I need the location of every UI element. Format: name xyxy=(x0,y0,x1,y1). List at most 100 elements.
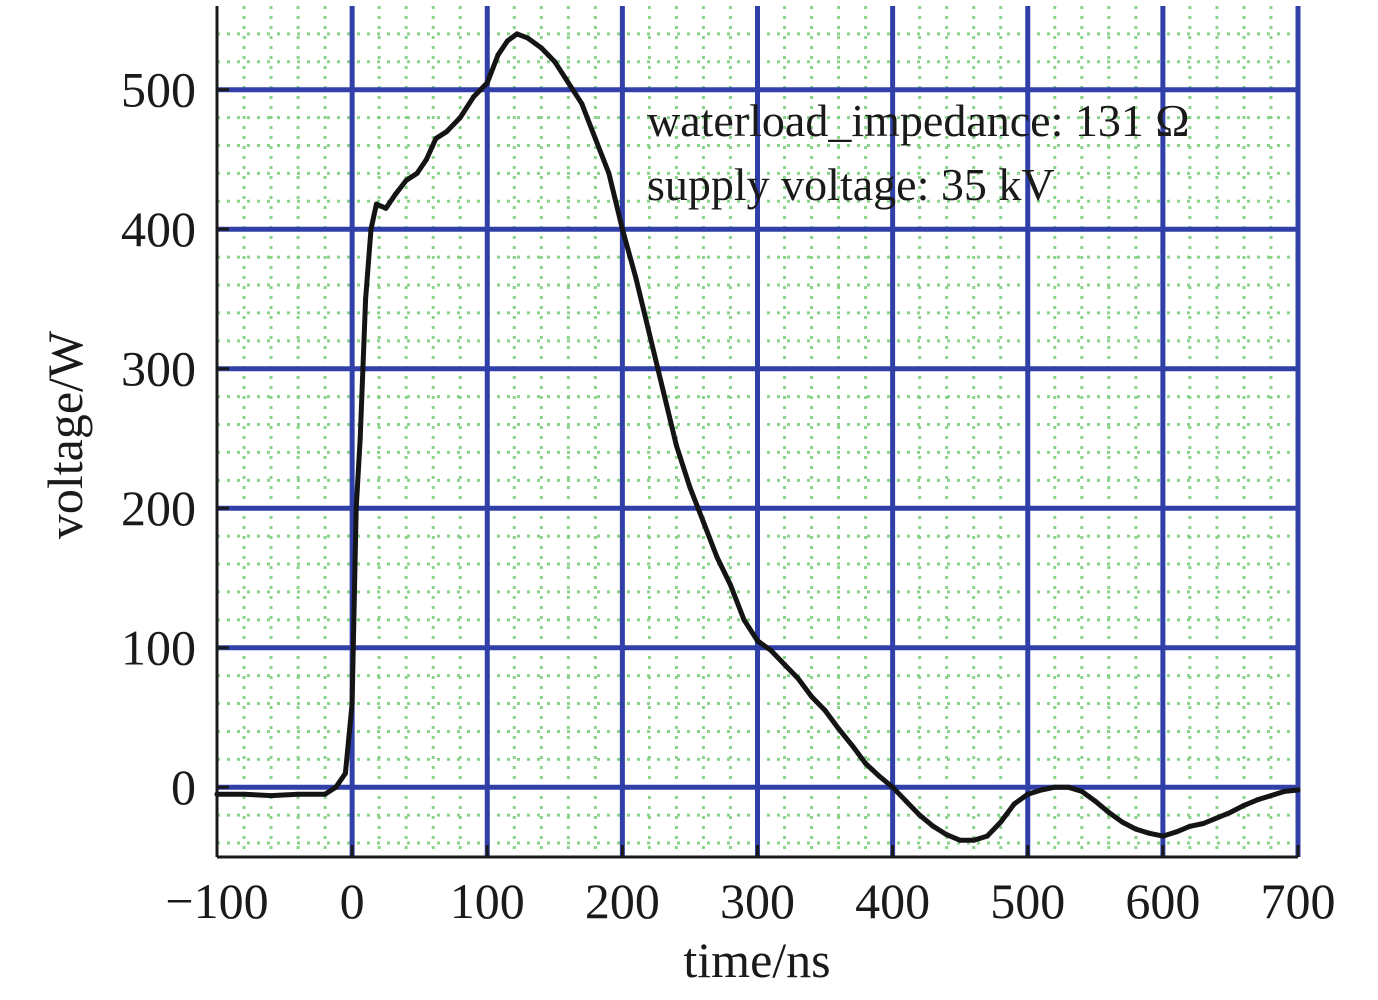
data-point xyxy=(930,823,936,829)
data-point xyxy=(795,675,801,681)
data-point xyxy=(403,177,409,183)
axes-layer xyxy=(215,6,1300,859)
data-point xyxy=(1295,787,1301,793)
data-point xyxy=(619,226,625,232)
x-tick-label: 400 xyxy=(855,873,930,929)
data-point xyxy=(957,837,963,843)
data-point xyxy=(727,582,733,588)
data-point xyxy=(984,833,990,839)
y-tick-label: 0 xyxy=(171,759,196,815)
data-point xyxy=(1173,829,1179,835)
data-point xyxy=(1254,797,1260,803)
data-point xyxy=(782,661,788,667)
data-point xyxy=(903,798,909,804)
data-point xyxy=(505,38,511,44)
data-point xyxy=(646,331,652,337)
data-point xyxy=(552,59,558,65)
data-point xyxy=(741,617,747,623)
data-point xyxy=(1187,823,1193,829)
x-tick-label: 100 xyxy=(450,873,525,929)
data-point xyxy=(1038,787,1044,793)
data-point xyxy=(863,761,869,767)
data-point xyxy=(538,45,544,51)
data-point xyxy=(1227,809,1233,815)
data-point xyxy=(457,115,463,121)
data-point xyxy=(592,136,598,142)
data-point xyxy=(1052,784,1058,790)
data-point xyxy=(241,791,247,797)
data-point xyxy=(349,701,355,707)
data-point xyxy=(1133,826,1139,832)
data-point xyxy=(849,742,855,748)
data-point xyxy=(423,156,429,162)
x-tick-label: 600 xyxy=(1125,873,1200,929)
data-point xyxy=(1092,798,1098,804)
data-point xyxy=(971,837,977,843)
data-point xyxy=(768,648,774,654)
data-point xyxy=(809,694,815,700)
x-tick-label: 700 xyxy=(1261,873,1336,929)
data-point xyxy=(383,205,389,211)
data-point xyxy=(1119,819,1125,825)
data-point xyxy=(495,52,501,58)
data-point xyxy=(514,31,520,37)
data-point xyxy=(414,170,420,176)
data-point xyxy=(525,35,531,41)
tick-labels: −100 0 100 200 300 400 500 600 700 0 100 200 300 400 5… xyxy=(121,62,1336,929)
data-point xyxy=(392,191,398,197)
x-tick-label: 300 xyxy=(720,873,795,929)
data-point xyxy=(700,519,706,525)
data-point xyxy=(565,80,571,86)
data-point xyxy=(1065,784,1071,790)
data-point xyxy=(917,812,923,818)
data-point xyxy=(357,435,363,441)
data-point xyxy=(836,726,842,732)
data-point xyxy=(444,129,450,135)
x-tick-label: 500 xyxy=(990,873,1065,929)
data-point xyxy=(342,770,348,776)
data-point xyxy=(363,296,369,302)
data-point xyxy=(433,136,439,142)
data-point xyxy=(1106,809,1112,815)
data-point xyxy=(1241,802,1247,808)
data-point xyxy=(714,554,720,560)
data-point xyxy=(687,484,693,490)
y-tick-label: 500 xyxy=(121,62,196,118)
x-axis-title: time/ns xyxy=(683,932,830,988)
annotation-impedance: waterload_impedance: 131 Ω xyxy=(647,95,1190,146)
data-point xyxy=(822,708,828,714)
y-axis-title: voltage/W xyxy=(37,330,93,539)
data-point xyxy=(876,773,882,779)
annotation-supply-voltage: supply voltage: 35 kV xyxy=(647,159,1055,210)
data-point xyxy=(633,275,639,281)
y-tick-label: 400 xyxy=(121,201,196,257)
y-tick-label: 100 xyxy=(121,620,196,676)
data-point xyxy=(368,226,374,232)
data-series-line xyxy=(214,31,1301,843)
data-point xyxy=(1281,788,1287,794)
data-point xyxy=(471,94,477,100)
data-point xyxy=(660,387,666,393)
data-point xyxy=(1268,793,1274,799)
data-point xyxy=(606,170,612,176)
data-point xyxy=(1079,788,1085,794)
data-point xyxy=(322,791,328,797)
data-point xyxy=(333,784,339,790)
data-point xyxy=(484,80,490,86)
data-point xyxy=(353,505,359,511)
data-point xyxy=(268,793,274,799)
x-tick-label: −100 xyxy=(165,873,268,929)
data-point xyxy=(944,832,950,838)
data-point xyxy=(755,638,760,644)
data-point xyxy=(1214,815,1220,821)
major-grid xyxy=(217,6,1301,857)
y-tick-label: 200 xyxy=(121,480,196,536)
data-point xyxy=(373,201,379,207)
data-point xyxy=(673,442,679,448)
data-point xyxy=(1011,801,1017,807)
x-tick-label: 200 xyxy=(585,873,660,929)
data-point xyxy=(998,819,1004,825)
data-point xyxy=(1025,791,1031,797)
